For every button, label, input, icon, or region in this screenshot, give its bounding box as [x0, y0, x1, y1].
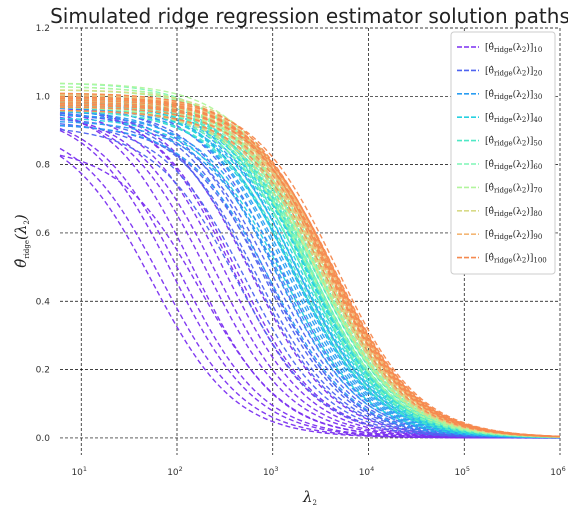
series-line	[59, 109, 561, 438]
series-line	[59, 104, 561, 439]
legend: [θ̂ridge(λ2)]10 [θ̂ridge(λ2)]20 [θ̂ridge(λ…	[450, 31, 556, 275]
series-line	[59, 114, 561, 439]
series-line	[59, 89, 561, 438]
y-tick-label: 1.2	[36, 24, 50, 34]
legend-entry: [θ̂ridge(λ2)]70	[485, 182, 542, 194]
y-tick-label: 0.2	[36, 366, 50, 376]
x-tick-label: 104	[359, 465, 375, 478]
x-tick-label: 102	[167, 465, 183, 478]
legend-box	[450, 31, 556, 275]
legend-entry: [θ̂ridge(λ2)]100	[485, 253, 547, 265]
x-tick-label: 101	[71, 465, 87, 478]
chart-title: Simulated ridge regression estimator sol…	[50, 4, 568, 28]
legend-entry: [θ̂ridge(λ2)]60	[485, 159, 542, 171]
series-line	[59, 96, 561, 438]
series-line	[59, 124, 561, 439]
x-axis-label-sub: 2	[313, 499, 317, 507]
y-tick-label: 0.0	[36, 434, 51, 444]
series-line	[59, 101, 561, 438]
y-tick-label: 1.0	[36, 92, 51, 102]
series-line	[59, 113, 561, 439]
legend-entry: [θ̂ridge(λ2)]10	[485, 42, 542, 54]
x-tick-label: 103	[263, 465, 279, 478]
legend-entry: [θ̂ridge(λ2)]80	[485, 206, 542, 218]
series-line	[59, 154, 561, 439]
legend-entry: [θ̂ridge(λ2)]90	[485, 229, 542, 241]
x-tick-labels: 101 102 103 104 105 106	[71, 465, 565, 478]
y-tick-label: 0.8	[36, 161, 51, 171]
legend-entry: [θ̂ridge(λ2)]40	[485, 112, 542, 124]
series-line	[59, 127, 560, 439]
series-line	[59, 129, 560, 439]
series-line	[59, 106, 561, 438]
legend-entry: [θ̂ridge(λ2)]50	[485, 136, 542, 148]
series-line	[59, 116, 561, 439]
y-tick-label: 0.6	[36, 229, 51, 239]
series-line	[59, 104, 561, 439]
series-line	[59, 96, 561, 438]
x-tick-label: 105	[454, 465, 470, 478]
x-tick-label: 106	[550, 465, 566, 478]
legend-entry: [θ̂ridge(λ2)]30	[485, 89, 542, 101]
y-axis-label-sub: ridge	[23, 240, 31, 259]
y-axis-label-close: )	[12, 214, 30, 221]
y-tick-labels: 0.0 0.2 0.4 0.6 0.8 1.0 1.2	[36, 24, 51, 444]
series-line	[59, 97, 561, 438]
y-axis-label-arg-sub: 2	[23, 220, 31, 224]
solution-paths	[59, 82, 561, 439]
series-line	[59, 110, 561, 439]
y-tick-label: 0.4	[36, 297, 51, 307]
y-axis-label-arg: (λ	[12, 225, 30, 240]
legend-entry: [θ̂ridge(λ2)]20	[485, 65, 542, 77]
series-line	[59, 117, 561, 439]
